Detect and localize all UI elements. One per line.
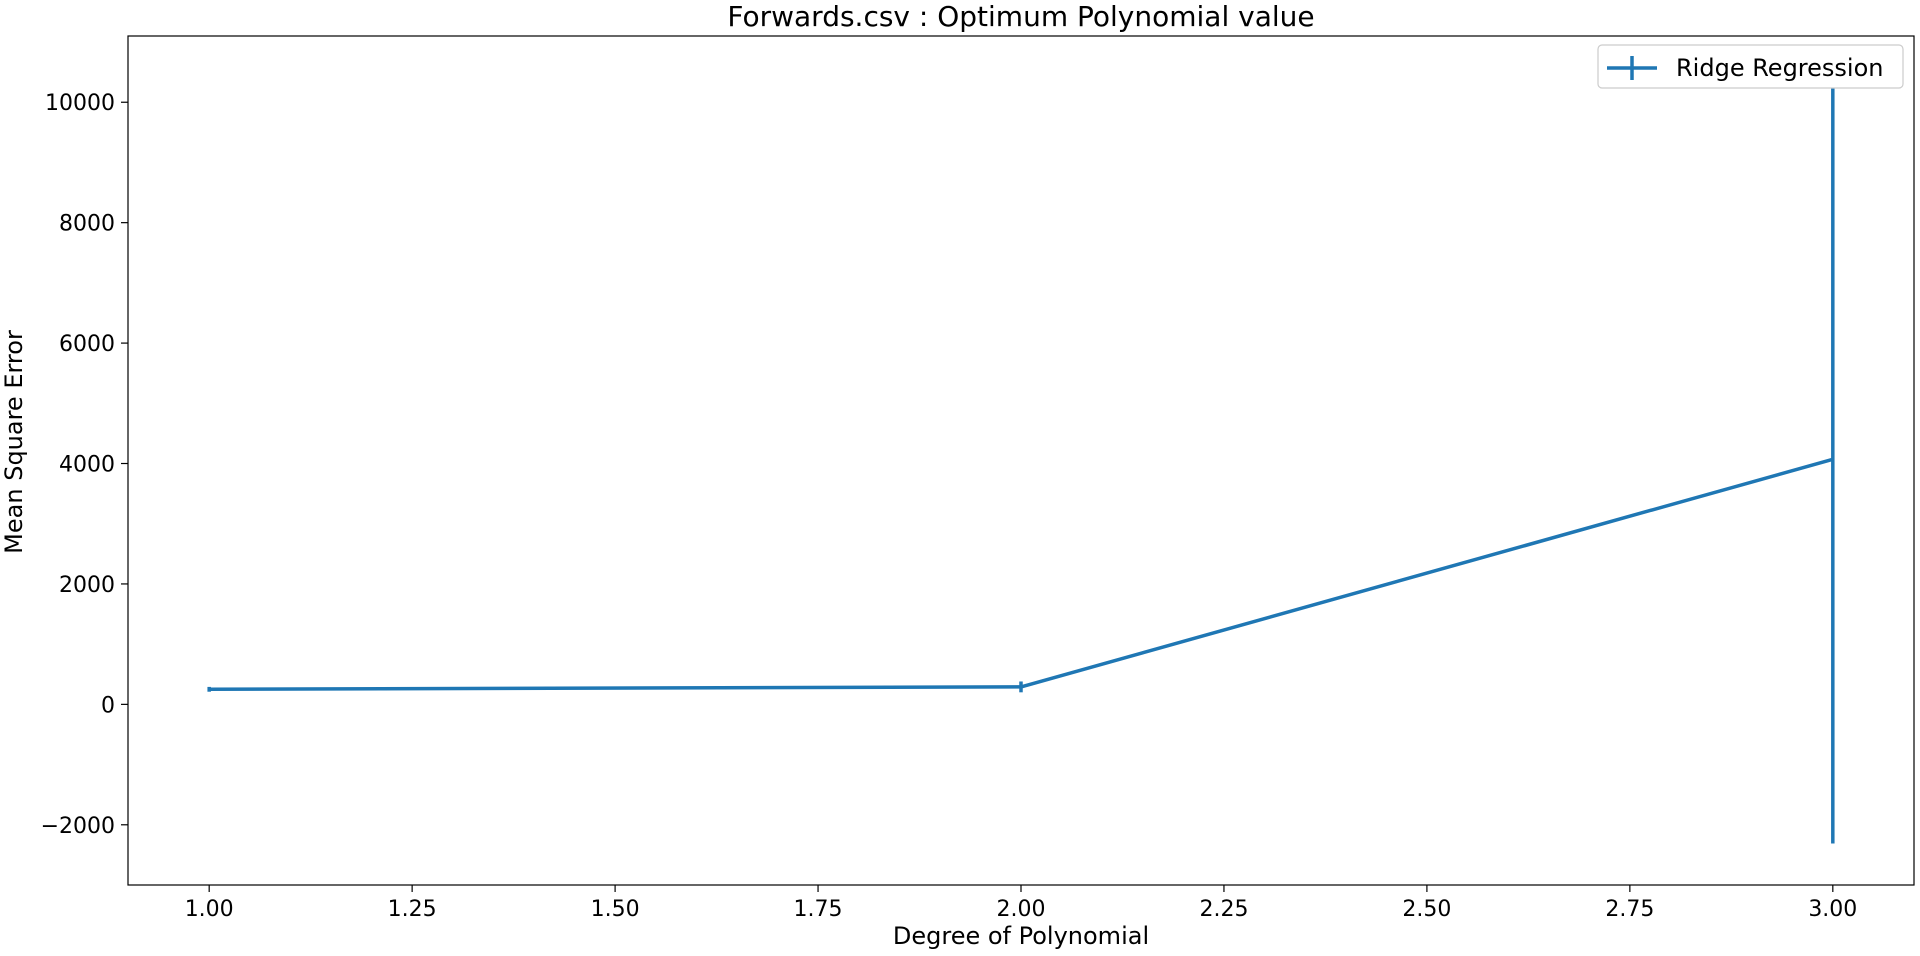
x-tick-label: 1.25 — [388, 897, 437, 922]
y-axis: −2000 0 2000 4000 6000 8000 10000 — [41, 91, 128, 839]
chart-title: Forwards.csv : Optimum Polynomial value — [727, 0, 1314, 33]
x-axis: 1.00 1.25 1.50 1.75 2.00 2.25 2.50 2.75 3.00 — [185, 885, 1857, 922]
y-tick-label: 6000 — [59, 332, 115, 357]
y-tick-label: 4000 — [59, 453, 115, 478]
x-tick-label: 2.50 — [1402, 897, 1451, 922]
x-tick-label: 2.25 — [1199, 897, 1248, 922]
y-tick-label: 0 — [101, 693, 115, 718]
x-tick-label: 1.00 — [185, 897, 234, 922]
x-tick-label: 1.75 — [794, 897, 843, 922]
x-tick-label: 3.00 — [1808, 897, 1857, 922]
y-tick-label: 2000 — [59, 573, 115, 598]
x-tick-label: 2.00 — [997, 897, 1046, 922]
y-tick-label: 10000 — [45, 91, 115, 116]
y-axis-label: Mean Square Error — [0, 330, 28, 554]
x-axis-label: Degree of Polynomial — [893, 922, 1149, 950]
legend-label-ridge-regression: Ridge Regression — [1676, 54, 1883, 82]
y-tick-label: 8000 — [59, 212, 115, 237]
legend: Ridge Regression — [1597, 44, 1904, 89]
x-tick-label: 2.75 — [1605, 897, 1654, 922]
legend-box — [1597, 44, 1904, 89]
x-tick-label: 1.50 — [591, 897, 640, 922]
y-tick-label: −2000 — [41, 814, 115, 839]
series-layer — [207, 75, 1835, 844]
